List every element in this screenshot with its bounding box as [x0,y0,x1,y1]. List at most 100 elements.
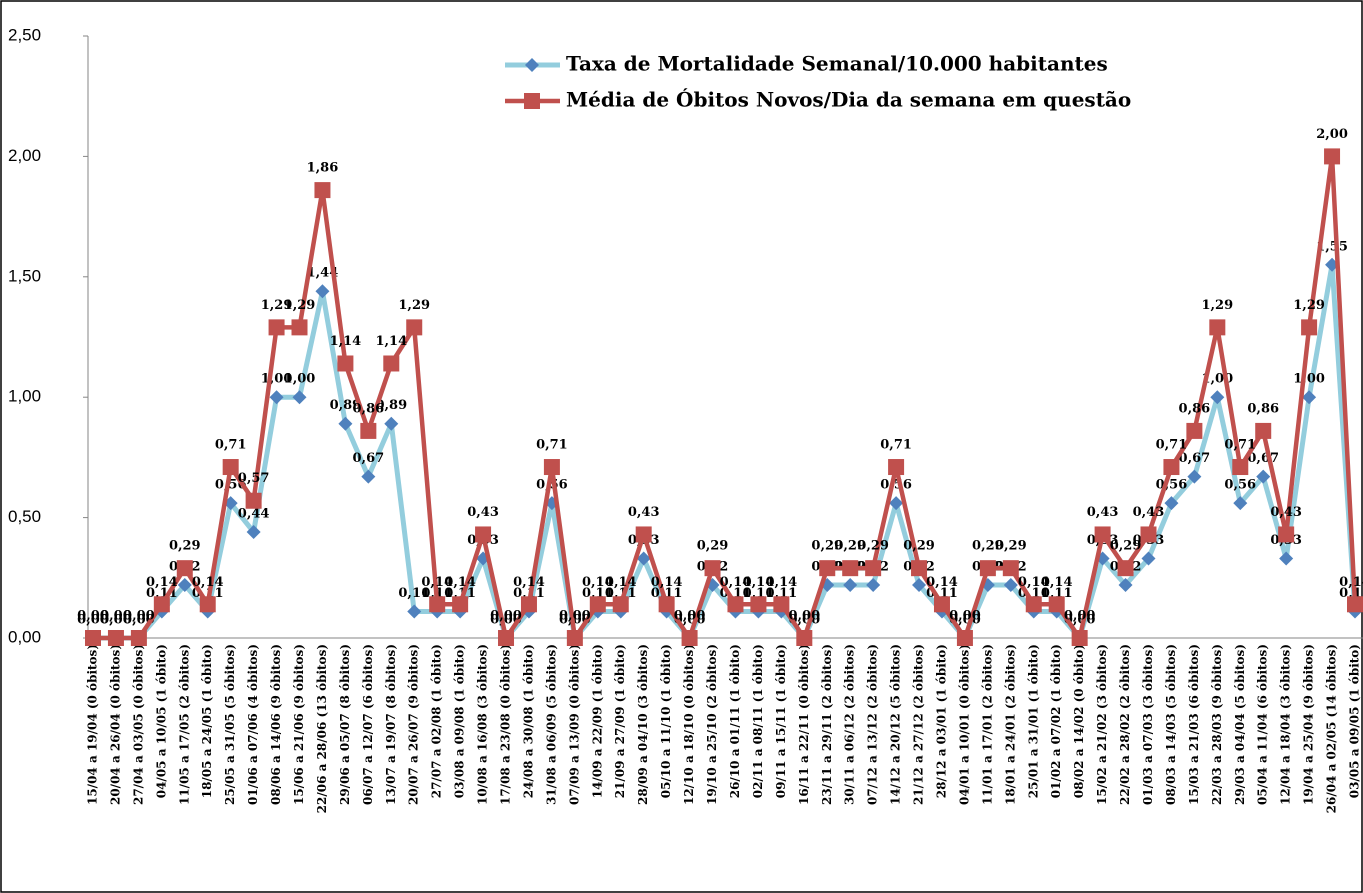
data-label: 0,67 [1179,451,1211,466]
data-point [337,355,354,372]
data-label: 0,29 [811,539,843,554]
data-label: 1,14 [330,334,362,349]
data-label: 0,71 [880,438,912,453]
data-point [269,390,284,405]
legend-marker [525,58,539,72]
x-tick-label: 03/05 a 09/05 (1 óbito) [1348,644,1362,798]
data-point [1002,560,1019,577]
x-tick-label: 18/01 a 24/01 (2 óbitos) [1003,644,1017,805]
data-label: 0,29 [903,539,935,554]
data-label: 1,44 [307,266,339,281]
data-label: 0,71 [215,438,247,453]
data-point [291,319,308,336]
data-label: 0,43 [1270,505,1302,520]
x-tick-label: 27/07 a 02/08 (1 óbito) [430,644,444,798]
data-label: 0,56 [536,478,568,493]
data-point [360,422,377,439]
data-point [658,596,675,613]
x-tick-label: 21/09 a 27/09 (1 óbito) [613,644,627,798]
x-tick-label: 10/08 a 16/08 (3 óbitos) [476,644,490,805]
data-label: 0,14 [766,575,798,590]
data-label: 0,56 [1224,478,1256,493]
legend-label: Média de Óbitos Novos/Dia da semana em q… [566,87,1131,112]
x-tick-label: 11/01 a 17/01 (2 óbitos) [980,644,994,805]
data-label: 0,00 [788,609,820,624]
data-point [361,469,376,484]
data-point [153,596,170,613]
x-tick-label: 21/12 a 27/12 (2 óbitos) [912,644,926,805]
data-label: 0,00 [77,613,109,628]
x-tick-label: 20/04 a 26/04 (0 óbitos) [108,644,122,805]
data-label: 0,43 [628,505,660,520]
data-point [1347,596,1363,613]
data-label: 0,67 [353,451,385,466]
data-label: 1,29 [398,298,430,313]
data-point [475,526,492,543]
data-label: 0,14 [1018,575,1050,590]
data-point [1233,496,1248,511]
data-label: 0,71 [1156,438,1188,453]
x-tick-label: 04/05 a 10/05 (1 óbito) [154,644,168,798]
x-tick-label: 02/11 a 08/11 (1 óbito) [751,644,765,798]
x-tick-label: 28/12 a 03/01 (1 óbito) [934,644,948,798]
data-label: 0,29 [169,539,201,554]
x-tick-label: 11/05 a 17/05 (2 óbitos) [177,644,191,805]
data-label: 0,14 [926,575,958,590]
data-point [407,604,422,619]
x-tick-label: 08/02 a 14/02 (0 óbito) [1072,644,1086,798]
data-point [177,578,192,593]
data-label: 0,57 [238,471,270,486]
data-label: 0,89 [375,398,407,413]
data-point [1117,560,1134,577]
data-point [727,596,744,613]
data-label: 0,00 [490,609,522,624]
data-point [912,578,927,593]
data-point [933,596,950,613]
data-point [1164,496,1179,511]
data-point [636,551,651,566]
data-point [315,284,330,299]
x-tick-label: 24/08 a 30/08 (1 óbito) [521,644,535,798]
data-label: 1,29 [284,298,316,313]
x-tick-label: 29/06 a 05/07 (8 óbitos) [338,644,352,805]
y-tick-label: 2,00 [8,146,41,165]
series-line [93,262,1358,641]
x-tick-label: 22/06 a 28/06 (13 óbitos) [315,644,329,813]
legend-label: Taxa de Mortalidade Semanal/10.000 habit… [566,52,1108,76]
data-point [1232,459,1249,476]
x-tick-label: 04/01 a 10/01 (0 óbitos) [957,644,971,805]
data-label: 0,56 [880,478,912,493]
data-label: 0,00 [77,609,109,624]
data-label: 0,14 [605,575,637,590]
data-point [1025,596,1042,613]
data-label: 0,14 [582,575,614,590]
data-point [1071,630,1088,646]
data-point [1094,526,1111,543]
x-tick-label: 08/06 a 14/06 (9 óbitos) [269,644,283,805]
data-point [681,630,698,646]
x-tick-label: 15/06 a 21/06 (9 óbitos) [292,644,306,805]
data-label: 0,14 [720,575,752,590]
data-point [796,630,813,646]
data-point [1163,459,1180,476]
x-tick-label: 01/06 a 07/06 (4 óbitos) [246,644,260,805]
data-point [383,355,400,372]
x-tick-label: 30/11 a 06/12 (2 óbitos) [843,644,857,805]
data-point [979,560,996,577]
data-label: 0,29 [1110,539,1142,554]
data-point [130,630,147,646]
data-label: 0,00 [674,609,706,624]
y-tick-label: 0,00 [8,627,41,646]
data-label: 0,11 [398,586,430,601]
data-label: 0,14 [444,575,476,590]
data-point [1209,319,1226,336]
x-tick-label: 14/09 a 22/09 (1 óbito) [590,644,604,798]
x-tick-label: 15/04 a 19/04 (0 óbitos) [86,644,100,805]
data-label: 0,00 [100,609,132,624]
data-point [865,560,882,577]
data-point [843,578,858,593]
x-tick-label: 03/08 a 09/08 (1 óbito) [453,644,467,798]
data-label: 1,14 [375,334,407,349]
data-point [498,630,515,646]
